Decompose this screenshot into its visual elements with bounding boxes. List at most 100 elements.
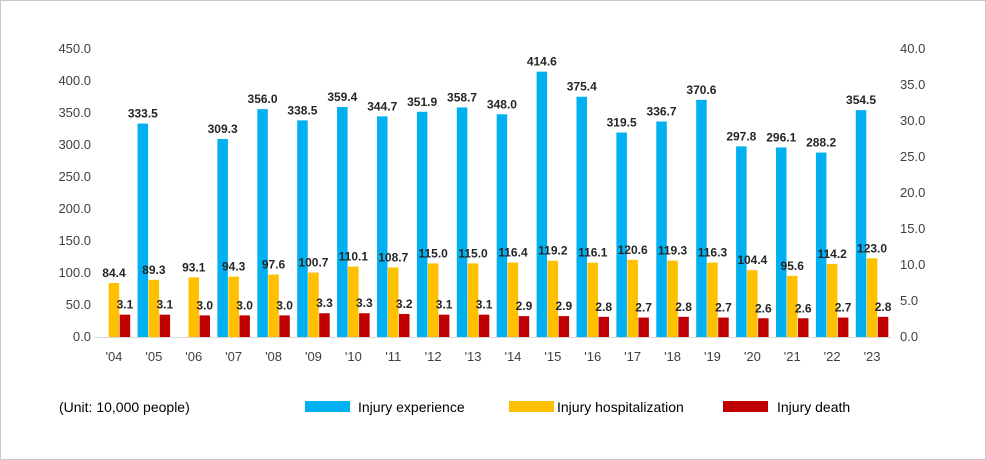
left-y-axis: 0.0 50.0 100.0 150.0 200.0 250.0 300.0 350.0 400… xyxy=(58,41,91,344)
data-label-death: 3.0 xyxy=(236,298,253,312)
data-label-hospitalization: 115.0 xyxy=(418,246,448,260)
bar-death xyxy=(199,315,210,337)
data-label-death: 2.8 xyxy=(595,300,612,314)
bar-experience xyxy=(855,110,867,338)
left-tick-label: 150.0 xyxy=(58,233,91,248)
data-label-hospitalization: 97.6 xyxy=(262,258,286,272)
right-tick-label: 40.0 xyxy=(900,41,925,56)
data-label-hospitalization: 100.7 xyxy=(298,256,328,270)
data-label-experience: 348.0 xyxy=(487,97,517,111)
right-y-axis: 0.0 5.0 10.0 15.0 20.0 25.0 30.0 35.0 40.0 xyxy=(900,41,925,344)
left-tick-label: 250.0 xyxy=(58,169,91,184)
bar-experience xyxy=(377,116,388,337)
x-tick-label: '15 xyxy=(544,349,561,364)
bar-death xyxy=(119,314,131,337)
bar-hospitalization xyxy=(188,277,199,337)
bar-death xyxy=(558,316,570,337)
x-tick-label: '18 xyxy=(664,349,681,364)
left-tick-label: 100.0 xyxy=(58,265,91,280)
data-label-hospitalization: 114.2 xyxy=(817,247,847,261)
data-label-experience: 288.2 xyxy=(806,136,836,150)
bar-hospitalization xyxy=(308,272,319,337)
data-label-experience: 356.0 xyxy=(248,92,278,106)
bar-hospitalization xyxy=(627,259,638,337)
bar-hospitalization xyxy=(826,263,838,337)
right-tick-label: 30.0 xyxy=(900,113,925,128)
left-tick-label: 300.0 xyxy=(58,137,91,152)
bar-experience xyxy=(536,71,548,337)
data-label-death: 3.1 xyxy=(117,298,134,312)
data-label-death: 3.3 xyxy=(356,296,373,310)
bar-experience xyxy=(616,132,627,337)
data-label-death: 3.1 xyxy=(157,298,174,312)
right-tick-label: 35.0 xyxy=(900,77,925,92)
data-label-experience: 375.4 xyxy=(567,80,597,94)
legend: Injury experience Injury hospitalization I… xyxy=(305,399,850,415)
x-tick-label: '16 xyxy=(584,349,601,364)
legend-label-experience: Injury experience xyxy=(358,399,465,415)
data-label-death: 2.9 xyxy=(516,299,533,313)
data-label-experience: 333.5 xyxy=(128,107,158,121)
bar-death xyxy=(438,314,450,337)
data-label-experience: 344.7 xyxy=(367,99,397,113)
bar-hospitalization xyxy=(667,260,678,337)
bar-hospitalization xyxy=(547,260,559,337)
bar-hospitalization xyxy=(427,263,439,337)
data-label-death: 2.6 xyxy=(755,301,772,315)
bar-hospitalization xyxy=(866,258,878,337)
bar-experience xyxy=(337,106,348,337)
x-tick-label: '11 xyxy=(385,349,401,364)
data-label-hospitalization: 116.4 xyxy=(498,246,528,260)
unit-note: (Unit: 10,000 people) xyxy=(59,399,190,415)
bar-death xyxy=(638,317,649,337)
data-label-experience: 319.5 xyxy=(607,116,637,130)
bar-death xyxy=(239,315,250,337)
data-label-death: 2.7 xyxy=(715,301,732,315)
bar-death xyxy=(837,317,849,337)
bar-death xyxy=(758,318,769,337)
bar-experience xyxy=(736,146,747,337)
bar-experience xyxy=(576,96,587,337)
x-tick-label: '07 xyxy=(225,349,242,364)
left-tick-label: 400.0 xyxy=(58,73,91,88)
data-label-experience: 338.5 xyxy=(287,103,317,117)
bar-experience xyxy=(137,123,149,337)
data-label-experience: 414.6 xyxy=(527,55,557,69)
x-axis: '04 '05 '06 '07 '08 '09 '10 '11 '12 '13 '14 '15 '16 '… xyxy=(105,349,880,364)
bar-death xyxy=(359,313,370,337)
bar-hospitalization xyxy=(787,275,798,337)
data-label-death: 2.8 xyxy=(875,300,892,314)
data-label-death: 2.9 xyxy=(556,299,573,313)
data-label-hospitalization: 94.3 xyxy=(222,260,246,274)
data-label-experience: 309.3 xyxy=(208,122,238,136)
legend-label-hospitalization: Injury hospitalization xyxy=(557,399,684,415)
data-label-hospitalization: 93.1 xyxy=(182,260,206,274)
data-label-hospitalization: 119.2 xyxy=(538,244,568,258)
bar-hospitalization xyxy=(467,263,479,337)
data-label-death: 2.7 xyxy=(635,301,652,315)
bar-experience xyxy=(776,147,787,337)
legend-label-death: Injury death xyxy=(777,399,850,415)
data-label-hospitalization: 120.6 xyxy=(618,243,648,257)
bar-death xyxy=(718,317,729,337)
x-tick-label: '22 xyxy=(824,349,841,364)
bar-hospitalization xyxy=(148,279,160,337)
bar-hospitalization xyxy=(228,276,239,337)
bars xyxy=(108,71,889,338)
bar-death xyxy=(518,316,530,337)
data-labels: 84.4 3.1 333.5 89.3 3.1 93.1 3.0 309.3 94.3 3.0 35… xyxy=(102,55,891,316)
bar-experience xyxy=(297,120,308,337)
data-label-experience: 359.4 xyxy=(327,90,357,104)
bar-hospitalization xyxy=(747,270,758,337)
data-label-hospitalization: 116.1 xyxy=(578,246,608,260)
data-label-death: 3.2 xyxy=(396,297,413,311)
bar-death xyxy=(279,315,290,337)
data-label-experience: 370.6 xyxy=(686,83,716,97)
left-tick-label: 350.0 xyxy=(58,105,91,120)
left-tick-label: 0.0 xyxy=(73,329,91,344)
data-label-experience: 297.8 xyxy=(726,129,756,143)
data-label-death: 3.0 xyxy=(276,298,293,312)
left-tick-label: 200.0 xyxy=(58,201,91,216)
data-label-experience: 296.1 xyxy=(766,130,796,144)
